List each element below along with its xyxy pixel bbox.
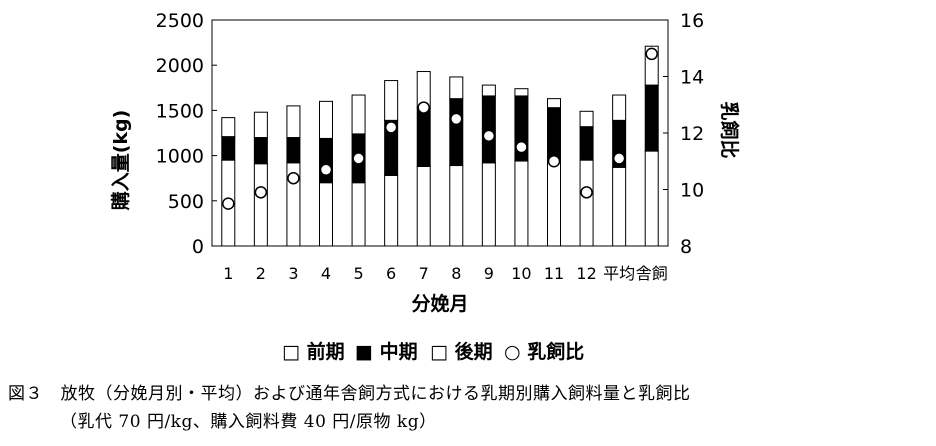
bar-segment-koki bbox=[579, 110, 594, 128]
bar-segment-koki bbox=[481, 84, 496, 97]
bar-segment-chuki bbox=[449, 98, 464, 167]
bar-segment-zenki bbox=[416, 165, 431, 247]
bar-segment-chuki bbox=[221, 136, 236, 161]
x-tick-label: 12 bbox=[576, 264, 596, 283]
x-axis-label: 分娩月 bbox=[411, 292, 468, 315]
nyushihi-marker bbox=[417, 101, 430, 114]
nyushihi-marker bbox=[482, 129, 496, 143]
x-tick-label: 3 bbox=[288, 264, 298, 283]
x-tick-label: 8 bbox=[451, 264, 461, 283]
y2-tick-label: 14 bbox=[680, 67, 704, 89]
bar-segment-chuki bbox=[286, 137, 301, 164]
bar-segment-zenki bbox=[644, 150, 659, 247]
bar-segment-zenki bbox=[253, 163, 268, 247]
plot-area bbox=[211, 19, 669, 247]
bar-segment-zenki bbox=[547, 159, 561, 247]
x-tick-label: 7 bbox=[419, 264, 429, 283]
nyushihi-marker bbox=[352, 152, 365, 165]
bar-segment-zenki bbox=[514, 160, 529, 247]
bar-segment-zenki bbox=[319, 182, 333, 247]
nyushihi-marker bbox=[319, 163, 333, 176]
nyushihi-marker bbox=[580, 186, 593, 199]
x-tick-label: 6 bbox=[386, 264, 396, 283]
bar-segment-koki bbox=[253, 111, 268, 139]
y2-tick-label: 8 bbox=[680, 236, 692, 258]
figure-caption-line2: （乳代 70 円/kg、購入飼料費 40 円/原物 kg） bbox=[60, 412, 437, 432]
bar-segment-koki bbox=[612, 94, 627, 121]
bar-segment-koki bbox=[221, 117, 236, 138]
y2-tick-label: 12 bbox=[680, 123, 704, 145]
nyushihi-marker bbox=[287, 171, 300, 185]
bar-segment-koki bbox=[286, 105, 301, 139]
nyushihi-marker bbox=[547, 155, 561, 168]
figure-caption-line1: 図３ 放牧（分娩月別・平均）および通年舎飼方式における乳期別購入飼料量と乳飼比 bbox=[8, 384, 691, 404]
x-tick-label: 舎飼 bbox=[636, 264, 668, 283]
y-tick-label: 1500 bbox=[156, 100, 204, 122]
nyushihi-marker bbox=[515, 140, 528, 154]
x-axis: 1 2 3 4 5 6 7 8 9 10 11 12 平均 舎飼 bbox=[223, 264, 668, 283]
y2-tick-label: 16 bbox=[680, 10, 704, 32]
y2-tick-label: 10 bbox=[680, 180, 704, 202]
bar-segment-koki bbox=[449, 76, 464, 100]
bar-segment-chuki bbox=[416, 107, 431, 167]
x-tick-label: 5 bbox=[353, 264, 363, 283]
nyushihi-marker bbox=[645, 47, 658, 61]
bar-segment-zenki bbox=[579, 159, 594, 247]
bar-segment-zenki bbox=[481, 162, 496, 247]
x-tick-label: 平均 bbox=[603, 264, 635, 283]
x-tick-label: 11 bbox=[544, 264, 564, 283]
y-axis-left: 0 500 1000 1500 2000 2500 bbox=[156, 10, 217, 258]
bar-segment-chuki bbox=[319, 137, 333, 184]
bar-segment-koki bbox=[547, 98, 561, 109]
nyushihi-marker bbox=[384, 121, 398, 134]
y-tick-label: 500 bbox=[168, 191, 204, 213]
x-tick-label: 4 bbox=[321, 264, 331, 283]
bar-segment-koki bbox=[351, 94, 366, 135]
legend-item-koki: □ 後期 bbox=[430, 340, 493, 363]
nyushihi-marker bbox=[222, 197, 235, 210]
bar-segment-chuki bbox=[579, 126, 594, 161]
x-tick-label: 1 bbox=[223, 264, 233, 283]
plot-frame bbox=[211, 19, 669, 247]
bar-segment-koki bbox=[514, 88, 529, 97]
bar-segment-chuki bbox=[253, 137, 268, 165]
x-tick-label: 10 bbox=[511, 264, 531, 283]
bar-segment-zenki bbox=[351, 182, 366, 247]
y-tick-label: 0 bbox=[192, 236, 204, 258]
bar-segment-zenki bbox=[384, 174, 399, 247]
y-tick-label: 2500 bbox=[156, 10, 204, 32]
bar-segment-zenki bbox=[612, 166, 627, 247]
bar-segment-chuki bbox=[547, 107, 561, 161]
y-tick-label: 2000 bbox=[156, 55, 204, 77]
y-axis-label: 購入量(kg) bbox=[109, 110, 132, 211]
legend-item-zenki: □ 前期 bbox=[282, 340, 345, 363]
x-tick-label: 2 bbox=[256, 264, 266, 283]
bar-segment-chuki bbox=[481, 95, 496, 164]
bar-segment-chuki bbox=[644, 84, 659, 152]
nyushihi-marker bbox=[612, 152, 626, 165]
y-tick-label: 1000 bbox=[156, 146, 204, 168]
x-tick-label: 9 bbox=[484, 264, 494, 283]
nyushihi-marker bbox=[254, 186, 268, 199]
legend-item-nyushihi: ○ 乳飼比 bbox=[504, 340, 584, 363]
y2-axis-label: 乳飼比 bbox=[718, 101, 741, 158]
legend: □ 前期 ■ 中期 □ 後期 ○ 乳飼比 bbox=[282, 340, 584, 363]
bar-segment-koki bbox=[319, 100, 333, 139]
bar-segment-koki bbox=[384, 80, 399, 121]
legend-item-chuki: ■ 中期 bbox=[355, 340, 418, 363]
nyushihi-marker bbox=[450, 112, 463, 126]
y-axis-right: 8 10 12 14 16 bbox=[663, 10, 704, 258]
bar-segment-zenki bbox=[449, 165, 464, 247]
